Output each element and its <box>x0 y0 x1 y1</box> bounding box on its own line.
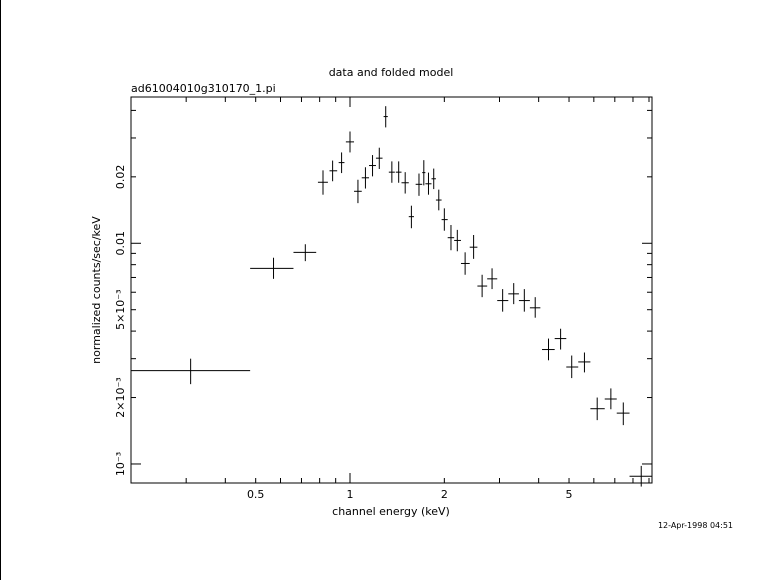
x-tick-label: 5 <box>566 488 573 501</box>
data-point <box>431 168 436 190</box>
data-point <box>345 131 355 153</box>
data-point <box>408 205 414 229</box>
y-tick-label: 0.02 <box>114 165 127 190</box>
data-point <box>469 235 478 259</box>
x-axis-label: channel energy (keV) <box>332 505 450 518</box>
data-point <box>338 152 345 174</box>
data-point <box>542 338 555 361</box>
x-tick-label: 1 <box>347 488 354 501</box>
data-point <box>487 268 498 290</box>
y-tick-label: 10⁻³ <box>114 452 127 476</box>
data-point <box>375 147 383 170</box>
data-point <box>629 465 652 487</box>
chart-title: data and folded model <box>329 66 454 79</box>
data-points <box>131 106 652 487</box>
data-point <box>460 252 470 275</box>
data-point <box>454 229 461 252</box>
data-point <box>354 179 362 204</box>
y-axis-label: normalized counts/sec/keV <box>90 216 103 364</box>
data-point <box>422 160 426 186</box>
data-point <box>415 173 423 196</box>
data-point <box>383 106 388 128</box>
data-point <box>497 289 509 312</box>
y-tick-label: 2×10⁻³ <box>114 377 127 417</box>
data-point <box>518 289 530 312</box>
data-point <box>590 397 605 421</box>
data-point <box>401 172 409 194</box>
x-tick-label: 0.5 <box>247 488 265 501</box>
footer-timestamp: 12-Apr-1998 04:51 <box>658 521 733 530</box>
data-point <box>529 297 541 318</box>
data-point <box>508 283 519 305</box>
left-border-line <box>0 0 1 580</box>
data-point <box>131 358 251 385</box>
data-point <box>554 328 567 350</box>
data-point <box>425 172 432 195</box>
chart-subtitle: ad61004010g310170_1.pi <box>131 82 276 95</box>
data-point <box>369 155 376 177</box>
data-point <box>604 388 617 410</box>
data-point <box>395 161 402 183</box>
x-tick-label: 2 <box>441 488 448 501</box>
data-point <box>578 352 591 373</box>
data-point <box>477 274 488 298</box>
data-point <box>566 355 579 379</box>
data-point <box>441 208 448 231</box>
data-point <box>388 161 395 183</box>
y-tick-label: 5×10⁻³ <box>114 289 127 329</box>
data-point <box>435 189 442 211</box>
plot-frame <box>130 96 653 484</box>
data-point <box>361 167 370 189</box>
data-point <box>329 160 338 182</box>
data-point <box>293 244 317 262</box>
x-axis-ticks: 0.5 1 2 5 <box>185 97 650 501</box>
data-point <box>447 225 455 251</box>
y-tick-label: 0.01 <box>114 231 127 256</box>
y-axis-ticks: 10⁻³ 2×10⁻³ 5×10⁻³ 0.01 0.02 <box>114 109 652 476</box>
data-point <box>250 257 294 279</box>
data-point <box>616 402 630 426</box>
data-point <box>317 170 328 195</box>
